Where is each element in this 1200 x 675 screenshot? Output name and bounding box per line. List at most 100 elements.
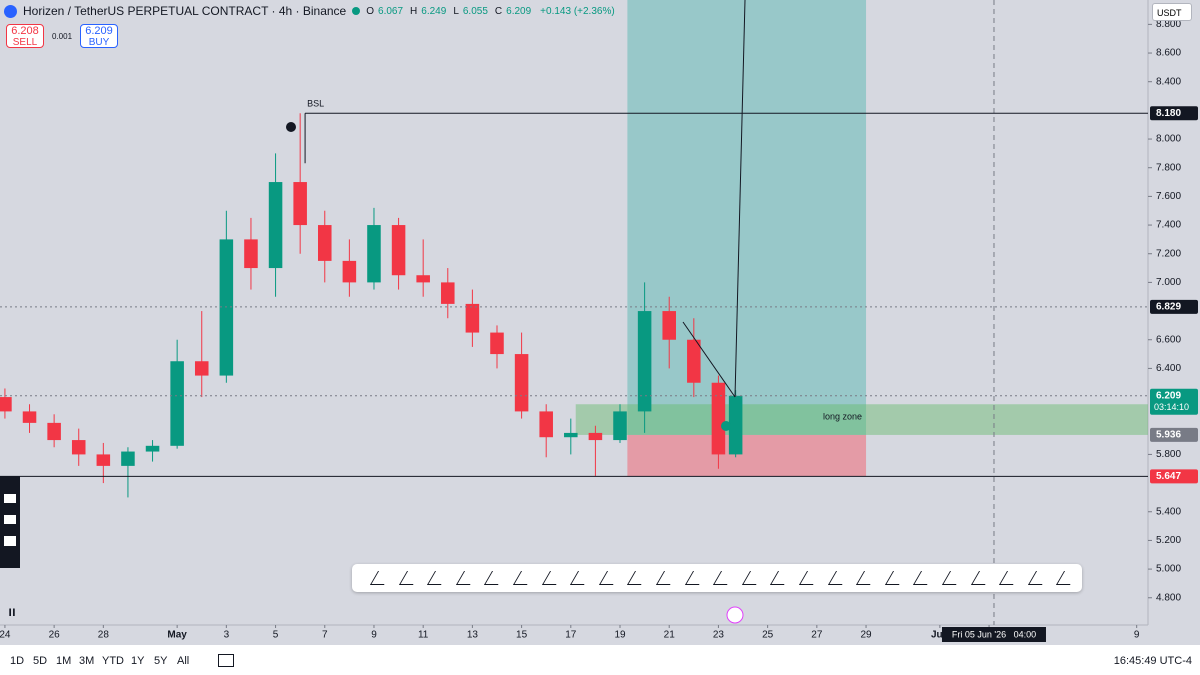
buy-price: 6.209 bbox=[85, 25, 113, 37]
drawing-tool[interactable] bbox=[741, 571, 764, 585]
symbol-header: Horizen / TetherUS PERPETUAL CONTRACT · … bbox=[4, 4, 615, 18]
drawing-tool[interactable] bbox=[484, 571, 507, 585]
events-icon[interactable] bbox=[726, 606, 744, 624]
x-tick-label: 27 bbox=[811, 630, 823, 641]
x-tick-label: 23 bbox=[713, 630, 725, 641]
drawing-tool[interactable] bbox=[455, 571, 478, 585]
candle-body bbox=[514, 354, 529, 412]
long-zone bbox=[575, 404, 1148, 435]
drawing-tool[interactable] bbox=[684, 571, 707, 585]
candle-body bbox=[416, 275, 430, 283]
x-tick-label: Jun bbox=[931, 630, 949, 641]
currency-select[interactable]: USDT bbox=[1152, 3, 1192, 21]
candle-body bbox=[121, 451, 135, 466]
y-tick-label: 7.000 bbox=[1156, 277, 1181, 288]
range-button[interactable]: All bbox=[177, 655, 190, 667]
candle-body bbox=[219, 239, 234, 376]
bottom-bar: 16:45:49 UTC-4 1D 5D 1M 3M YTD 1Y 5Y All bbox=[0, 645, 1200, 675]
y-tick-label: 6.400 bbox=[1156, 363, 1181, 374]
ohlc-key: H bbox=[410, 5, 418, 17]
candle-body bbox=[145, 445, 160, 452]
status-dot bbox=[352, 7, 361, 15]
ohlc-value: 6.055 bbox=[462, 5, 488, 17]
camera-icon[interactable] bbox=[4, 494, 16, 503]
range-button[interactable]: 3M bbox=[79, 655, 95, 667]
drawing-tool[interactable] bbox=[827, 571, 850, 585]
candle-body bbox=[613, 411, 627, 441]
y-tick-label: 5.200 bbox=[1156, 535, 1181, 546]
sell-label: SELL bbox=[12, 37, 38, 48]
video-icon[interactable] bbox=[4, 515, 16, 524]
countdown: 03:14:10 bbox=[1154, 402, 1189, 412]
drawing-tool[interactable] bbox=[770, 571, 793, 585]
drawing-tool[interactable] bbox=[541, 571, 564, 585]
candle-body bbox=[588, 432, 603, 441]
drawing-tool[interactable] bbox=[884, 571, 907, 585]
drawing-tool[interactable] bbox=[570, 571, 593, 585]
x-tick-label: 26 bbox=[49, 630, 61, 641]
stop-area bbox=[627, 434, 867, 477]
range-button[interactable]: YTD bbox=[102, 655, 124, 667]
symbol-logo bbox=[4, 4, 17, 18]
x-tick-label: 19 bbox=[614, 630, 626, 641]
buy-button[interactable]: 6.209 BUY bbox=[80, 24, 118, 48]
price-label: 8.180 bbox=[1156, 108, 1181, 119]
candle-body bbox=[687, 339, 701, 383]
candle-body bbox=[441, 282, 455, 304]
drawing-tool[interactable] bbox=[713, 571, 736, 585]
x-tick-label: 3 bbox=[224, 630, 230, 641]
y-tick-label: 7.600 bbox=[1156, 191, 1181, 202]
drawing-tool[interactable] bbox=[913, 571, 936, 585]
candle-body bbox=[662, 311, 676, 340]
trend-line bbox=[682, 321, 736, 398]
x-tick-label: 25 bbox=[762, 630, 774, 641]
drawing-tool[interactable] bbox=[970, 571, 993, 585]
y-tick-label: 8.800 bbox=[1156, 19, 1181, 30]
drawing-tool[interactable] bbox=[941, 571, 965, 585]
drawing-tool[interactable] bbox=[398, 571, 421, 585]
drawing-tool[interactable] bbox=[655, 571, 679, 585]
layers-icon[interactable] bbox=[4, 536, 16, 546]
drawing-tool[interactable] bbox=[798, 571, 822, 585]
x-tick-label: 9 bbox=[371, 630, 377, 641]
drawing-tool[interactable] bbox=[1027, 571, 1050, 585]
currency: USDT bbox=[1157, 8, 1182, 18]
drawing-tool[interactable] bbox=[627, 571, 650, 585]
ohlc-value: 6.209 bbox=[506, 5, 532, 17]
x-tick-label: 9 bbox=[1134, 630, 1140, 641]
x-tick-label: May bbox=[167, 630, 187, 641]
range-button[interactable]: 5D bbox=[33, 655, 48, 667]
y-tick-label: 5.000 bbox=[1156, 564, 1181, 575]
candle-body bbox=[637, 311, 652, 412]
drawing-tool[interactable] bbox=[856, 571, 879, 585]
drawing-tool[interactable] bbox=[999, 571, 1022, 585]
price-label: 6.209 bbox=[1156, 390, 1181, 401]
x-tick-label: 11 bbox=[418, 630, 429, 641]
y-tick-label: 8.600 bbox=[1156, 48, 1181, 59]
drawing-tool[interactable] bbox=[598, 571, 621, 585]
drawing-tool[interactable] bbox=[427, 571, 450, 585]
symbol-name[interactable]: Horizen / TetherUS PERPETUAL CONTRACT · … bbox=[23, 4, 347, 18]
ohlc-key: O bbox=[366, 5, 375, 17]
price-label-bg bbox=[1150, 106, 1198, 121]
range-button[interactable]: 1M bbox=[56, 655, 72, 667]
range-button[interactable]: 5Y bbox=[154, 655, 168, 667]
ohlc-key: C bbox=[494, 5, 503, 17]
candle-body bbox=[244, 239, 258, 269]
y-tick-label: 8.000 bbox=[1156, 134, 1181, 145]
y-tick-label: 4.800 bbox=[1156, 592, 1181, 603]
date-range-icon[interactable] bbox=[218, 654, 234, 667]
drawing-tool[interactable] bbox=[512, 571, 536, 585]
candle-body bbox=[170, 361, 184, 446]
price-label: 6.829 bbox=[1156, 302, 1181, 313]
candle-body bbox=[728, 395, 743, 455]
drawing-tool[interactable] bbox=[1056, 571, 1079, 585]
range-button[interactable]: 1D bbox=[10, 655, 25, 667]
y-tick-label: 6.600 bbox=[1156, 334, 1181, 345]
candle-body bbox=[367, 225, 381, 283]
range-button[interactable]: 1Y bbox=[131, 655, 145, 667]
sell-button[interactable]: 6.208 SELL bbox=[6, 24, 44, 48]
x-tick-label: 21 bbox=[664, 630, 676, 641]
drawing-tool[interactable] bbox=[369, 571, 393, 585]
